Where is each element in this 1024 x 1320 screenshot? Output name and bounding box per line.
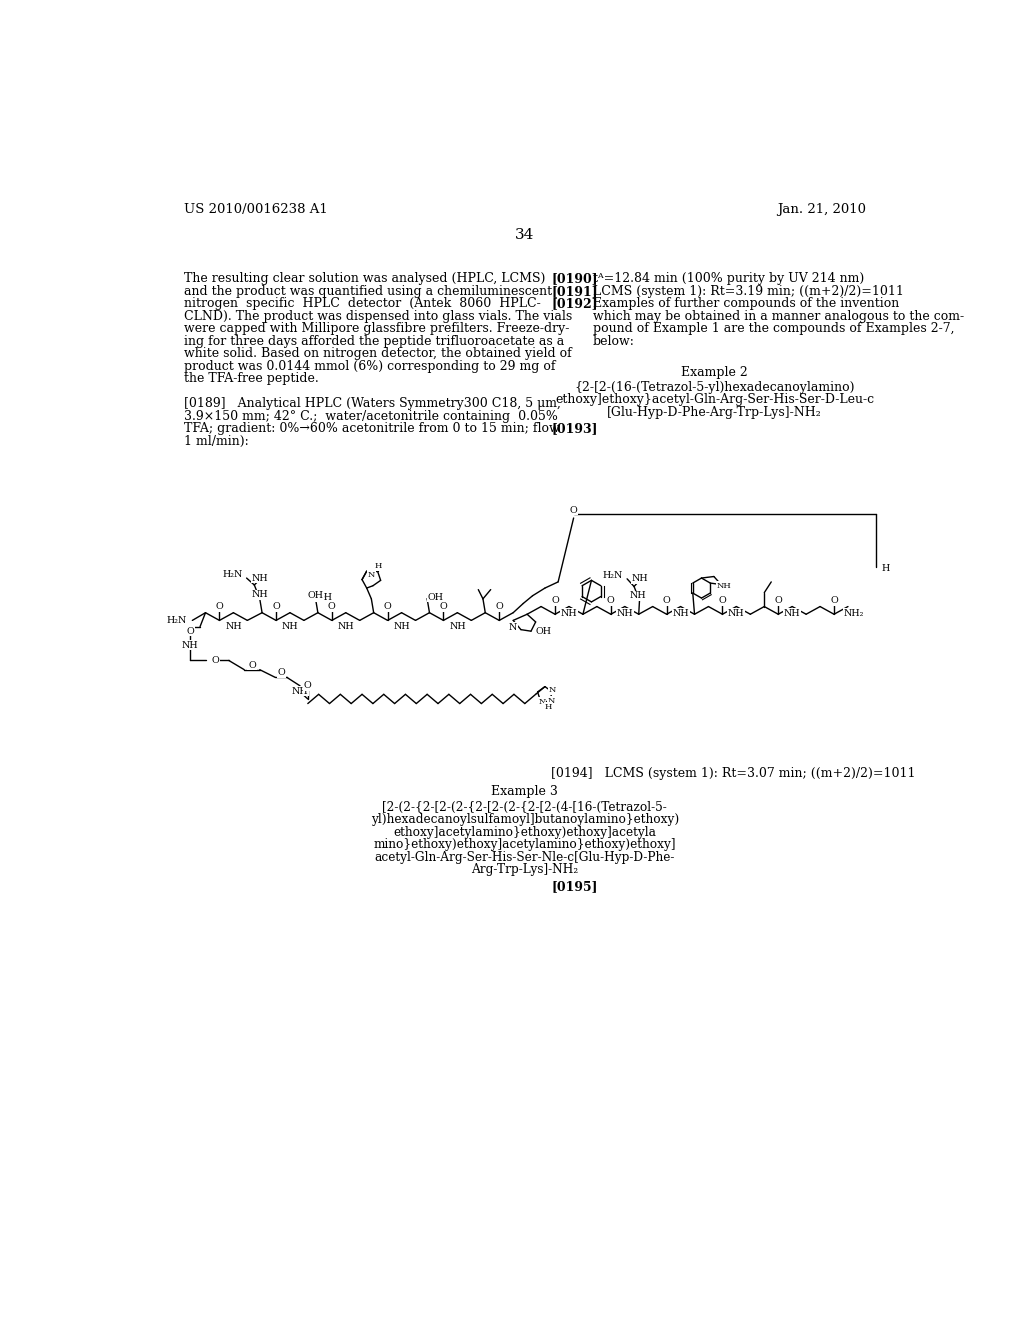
Text: H₂N: H₂N (167, 616, 187, 624)
Text: H: H (882, 565, 890, 573)
Text: Jan. 21, 2010: Jan. 21, 2010 (777, 203, 866, 216)
Text: NH: NH (630, 591, 646, 601)
Text: O: O (304, 681, 311, 690)
Text: N: N (549, 686, 556, 694)
Text: NH: NH (225, 622, 242, 631)
Text: ethoxy]acetylamino}ethoxy)ethoxy]acetyla: ethoxy]acetylamino}ethoxy)ethoxy]acetyla (393, 826, 656, 838)
Text: NH: NH (181, 640, 199, 649)
Text: Arg-Trp-Lys]-NH₂: Arg-Trp-Lys]-NH₂ (471, 863, 579, 876)
Text: NH: NH (393, 622, 410, 631)
Text: [Glu-Hyp-D-Phe-Arg-Trp-Lys]-NH₂: [Glu-Hyp-D-Phe-Arg-Trp-Lys]-NH₂ (607, 405, 822, 418)
Text: NH: NH (282, 622, 298, 631)
Text: [0191]: [0191] (551, 285, 598, 298)
Text: nitrogen  specific  HPLC  detector  (Antek  8060  HPLC-: nitrogen specific HPLC detector (Antek 8… (183, 297, 541, 310)
Text: NH: NH (631, 574, 648, 583)
Text: OH: OH (428, 593, 443, 602)
Text: N: N (539, 698, 546, 706)
Text: Example 2: Example 2 (681, 366, 749, 379)
Text: NH: NH (561, 609, 578, 618)
Text: NH: NH (783, 609, 801, 618)
Text: 3.9×150 mm; 42° C.;  water/acetonitrile containing  0.05%: 3.9×150 mm; 42° C.; water/acetonitrile c… (183, 409, 558, 422)
Text: O: O (607, 595, 614, 605)
Text: the TFA-free peptide.: the TFA-free peptide. (183, 372, 318, 385)
Text: OH: OH (307, 591, 324, 601)
Text: pound of Example 1 are the compounds of Examples 2-7,: pound of Example 1 are the compounds of … (593, 322, 954, 335)
Text: O: O (186, 627, 194, 636)
Text: H: H (545, 702, 552, 710)
Text: [0190]: [0190] (551, 272, 598, 285)
Text: H₂N: H₂N (603, 572, 624, 581)
Text: O: O (248, 660, 256, 669)
Text: O: O (496, 602, 503, 611)
Text: below:: below: (593, 335, 635, 347)
Text: NH: NH (450, 622, 466, 631)
Text: O: O (830, 595, 838, 605)
Text: NH: NH (338, 622, 354, 631)
Text: tᴬ=12.84 min (100% purity by UV 214 nm): tᴬ=12.84 min (100% purity by UV 214 nm) (593, 272, 864, 285)
Text: OH: OH (536, 627, 551, 636)
Text: NH: NH (616, 609, 633, 618)
Text: H: H (375, 562, 382, 570)
Text: N: N (368, 572, 375, 579)
Text: O: O (439, 602, 447, 611)
Text: N: N (548, 697, 555, 705)
Text: mino}ethoxy)ethoxy]acetylamino}ethoxy)ethoxy]: mino}ethoxy)ethoxy]acetylamino}ethoxy)et… (374, 838, 676, 851)
Text: [0189]   Analytical HPLC (Waters Symmetry300 C18, 5 μm,: [0189] Analytical HPLC (Waters Symmetry3… (183, 397, 561, 411)
Text: O: O (278, 668, 286, 677)
Text: were capped with Millipore glassfibre prefilters. Freeze-dry-: were capped with Millipore glassfibre pr… (183, 322, 569, 335)
Text: NH: NH (252, 574, 268, 582)
Text: NH: NH (728, 609, 744, 618)
Text: NH₂: NH₂ (843, 609, 863, 618)
Text: TFA; gradient: 0%→60% acetonitrile from 0 to 15 min; flow: TFA; gradient: 0%→60% acetonitrile from … (183, 422, 559, 436)
Text: O: O (663, 595, 671, 605)
Text: US 2010/0016238 A1: US 2010/0016238 A1 (183, 203, 328, 216)
Text: LCMS (system 1): Rt=3.19 min; ((m+2)/2)=1011: LCMS (system 1): Rt=3.19 min; ((m+2)/2)=… (593, 285, 904, 298)
Text: [2-(2-{2-[2-(2-{2-[2-(2-{2-[2-(4-[16-(Tetrazol-5-: [2-(2-{2-[2-(2-{2-[2-(2-{2-[2-(4-[16-(Te… (382, 801, 668, 814)
Text: NH: NH (673, 609, 689, 618)
Text: product was 0.0144 mmol (6%) corresponding to 29 mg of: product was 0.0144 mmol (6%) correspondi… (183, 359, 555, 372)
Text: Example 3: Example 3 (492, 785, 558, 799)
Text: O: O (216, 602, 223, 611)
Text: which may be obtained in a manner analogous to the com-: which may be obtained in a manner analog… (593, 310, 965, 323)
Text: O: O (212, 656, 219, 665)
Text: O: O (719, 595, 726, 605)
Text: {2-[2-(16-(Tetrazol-5-yl)hexadecanoylamino): {2-[2-(16-(Tetrazol-5-yl)hexadecanoylami… (574, 380, 855, 393)
Text: N: N (509, 623, 517, 632)
Text: [0195]: [0195] (551, 880, 598, 894)
Text: H₂N: H₂N (222, 570, 243, 579)
Text: [0192]: [0192] (551, 297, 598, 310)
Text: NH: NH (292, 686, 308, 696)
Text: and the product was quantified using a chemiluminescent: and the product was quantified using a c… (183, 285, 552, 298)
Text: The resulting clear solution was analysed (HPLC, LCMS): The resulting clear solution was analyse… (183, 272, 545, 285)
Text: ing for three days afforded the peptide trifluoroacetate as a: ing for three days afforded the peptide … (183, 335, 564, 347)
Text: acetyl-Gln-Arg-Ser-His-Ser-Nle-c[Glu-Hyp-D-Phe-: acetyl-Gln-Arg-Ser-His-Ser-Nle-c[Glu-Hyp… (375, 851, 675, 863)
Text: NH: NH (717, 582, 731, 590)
Text: [0194]   LCMS (system 1): Rt=3.07 min; ((m+2)/2)=1011: [0194] LCMS (system 1): Rt=3.07 min; ((m… (551, 767, 915, 780)
Text: O: O (774, 595, 782, 605)
Text: CLND). The product was dispensed into glass vials. The vials: CLND). The product was dispensed into gl… (183, 310, 572, 323)
Text: ethoxy]ethoxy}acetyl-Gln-Arg-Ser-His-Ser-D-Leu-c: ethoxy]ethoxy}acetyl-Gln-Arg-Ser-His-Ser… (555, 393, 874, 407)
Text: white solid. Based on nitrogen detector, the obtained yield of: white solid. Based on nitrogen detector,… (183, 347, 571, 360)
Text: O: O (272, 602, 280, 611)
Text: O: O (384, 602, 391, 611)
Text: 34: 34 (515, 227, 535, 242)
Text: OH: OH (316, 593, 332, 602)
Text: O: O (569, 506, 578, 515)
Text: Examples of further compounds of the invention: Examples of further compounds of the inv… (593, 297, 899, 310)
Text: O: O (551, 595, 559, 605)
Text: NH: NH (252, 590, 268, 599)
Text: 1 ml/min):: 1 ml/min): (183, 434, 249, 447)
Text: O: O (328, 602, 336, 611)
Text: yl)hexadecanoylsulfamoyl]butanoylamino}ethoxy): yl)hexadecanoylsulfamoyl]butanoylamino}e… (371, 813, 679, 826)
Text: [0193]: [0193] (551, 422, 598, 436)
